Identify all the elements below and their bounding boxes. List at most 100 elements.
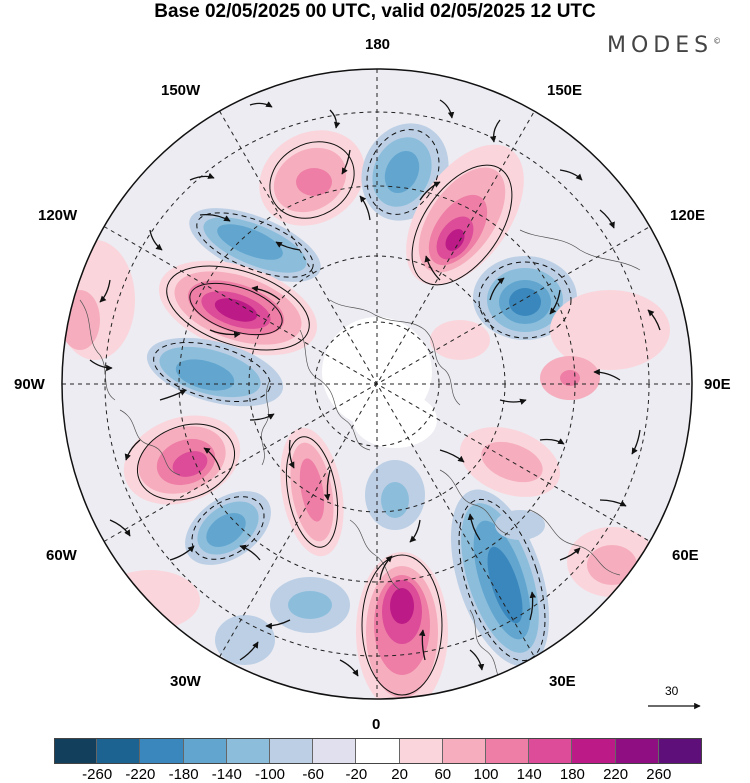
wind-arrow <box>439 449 465 463</box>
wind-arrow <box>209 329 241 338</box>
wind-arrow <box>249 101 273 108</box>
wind-arrow <box>559 547 581 561</box>
colorbar-tick-label: 20 <box>391 766 408 783</box>
coastlines <box>79 229 641 686</box>
anomaly-positive <box>481 441 543 483</box>
colorbar-tick-label: -20 <box>345 766 368 783</box>
wind-arrow <box>203 447 221 471</box>
wind-arrow <box>189 172 215 181</box>
colorbar-tick-label: -140 <box>211 766 242 783</box>
meridian-150 <box>219 110 535 658</box>
anomaly-negative <box>487 546 523 624</box>
coastline <box>261 379 271 466</box>
anomaly-positive <box>430 320 490 360</box>
wind-arrow <box>199 213 231 222</box>
latitude-circle <box>178 185 576 583</box>
colorbar-tick-label: 220 <box>603 766 629 783</box>
contour <box>458 498 546 662</box>
coastline <box>439 469 511 536</box>
coastline <box>519 229 641 271</box>
wind-arrow <box>599 209 615 229</box>
colorbar-tick-label: -220 <box>125 766 156 783</box>
wind-arrow <box>329 109 341 129</box>
lon-label-90e: 90E <box>704 376 731 393</box>
wind-arrow <box>439 99 455 119</box>
anomaly-negative <box>495 510 545 540</box>
colorbar-swatch <box>572 738 616 764</box>
wind-arrow <box>424 255 441 281</box>
colorbar-tick-label: 140 <box>516 766 542 783</box>
lon-label-60e: 60E <box>672 547 699 564</box>
colorbar-tick-label: 100 <box>473 766 499 783</box>
wind-arrow <box>647 309 661 331</box>
wind-arrow <box>323 469 331 501</box>
anomaly-negative <box>175 359 235 391</box>
colorbar-swatch <box>356 738 400 764</box>
map-border <box>61 68 693 700</box>
colorbar-swatch <box>226 738 270 764</box>
anomaly-positive <box>587 545 637 585</box>
colorbar-tick-label: -100 <box>254 766 286 783</box>
contour <box>361 554 443 696</box>
copyright-mark: © <box>713 36 722 46</box>
colorbar-frame <box>54 738 702 764</box>
wind-arrow <box>159 389 187 401</box>
anomaly-negative <box>384 150 420 194</box>
colorbar-swatch <box>529 738 573 764</box>
wind-arrow <box>239 544 261 561</box>
map-title: Base 02/05/2025 00 UTC, valid 02/05/2025… <box>154 1 596 22</box>
wind-arrow <box>418 629 426 661</box>
contour <box>189 282 283 336</box>
contour <box>269 141 355 219</box>
wind-arrow <box>379 555 393 581</box>
wind-arrow <box>599 499 627 507</box>
wind-arrow <box>124 439 141 461</box>
anomaly-positive <box>172 451 208 477</box>
anomaly-positive <box>390 588 414 624</box>
contour <box>285 436 339 548</box>
anomaly-positive <box>445 229 465 251</box>
colorbar-swatch <box>442 738 486 764</box>
wind-arrow <box>169 545 195 561</box>
colorbar-swatch <box>615 738 659 764</box>
lon-label-150e: 150E <box>547 82 583 99</box>
anomaly-negative <box>381 482 409 518</box>
coastline <box>529 509 621 576</box>
contour <box>166 265 310 351</box>
colorbar-swatch <box>97 738 141 764</box>
wind-arrow <box>149 229 163 251</box>
coastline <box>119 409 181 476</box>
wind-arrow <box>249 413 275 421</box>
wind-arrow <box>341 149 351 175</box>
contour <box>136 423 236 501</box>
lon-label-30w: 30W <box>170 673 201 690</box>
anomaly-positive <box>62 290 100 350</box>
colorbar-tick-label: 260 <box>646 766 672 783</box>
colorbar <box>54 738 702 764</box>
contour <box>196 212 314 278</box>
wind-arrow <box>288 439 295 469</box>
anomaly-negative <box>206 512 246 548</box>
wind-arrow <box>89 359 113 372</box>
colorbar-tick-label: 60 <box>434 766 452 783</box>
colorbar-swatch <box>140 738 184 764</box>
wind-arrow <box>359 195 371 221</box>
latitude-circle <box>248 255 506 513</box>
lon-label-30e: 30E <box>549 673 576 690</box>
anomaly-positive <box>550 290 670 370</box>
wind-arrow <box>109 519 131 537</box>
lon-label-0: 0 <box>372 716 381 733</box>
contour <box>191 496 265 560</box>
colorbar-tick-label: -260 <box>82 766 113 783</box>
wind-arrow <box>489 277 505 301</box>
wind-arrow <box>251 285 281 301</box>
colorbar-swatch <box>658 738 702 764</box>
colorbar-swatch <box>486 738 530 764</box>
coastline <box>299 329 371 451</box>
anomaly-negative <box>509 288 541 316</box>
colorbar-swatch <box>54 738 98 764</box>
latitude-circle <box>314 321 440 447</box>
wind-arrow <box>467 513 481 541</box>
coastline <box>349 519 401 591</box>
